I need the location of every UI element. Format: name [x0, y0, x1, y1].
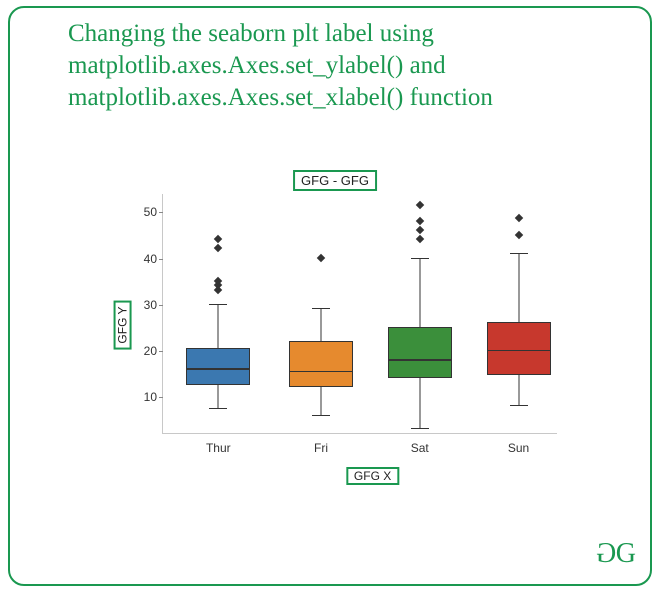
whisker-cap	[411, 428, 429, 429]
xtick-label: Sat	[411, 441, 429, 455]
ytick-mark	[159, 351, 163, 352]
box-body	[487, 322, 551, 375]
content-card: Changing the seaborn plt label using mat…	[8, 6, 652, 586]
ytick-mark	[159, 397, 163, 398]
outlier-point	[416, 200, 424, 208]
median-line	[289, 371, 353, 373]
ytick-mark	[159, 305, 163, 306]
median-line	[487, 350, 551, 352]
logo-g-flipped: G	[602, 538, 616, 570]
plot-area: 1020304050ThurFriSatSun	[162, 194, 557, 434]
box-group	[289, 193, 353, 433]
outlier-point	[317, 253, 325, 261]
ytick-label: 10	[133, 390, 157, 404]
ytick-mark	[159, 259, 163, 260]
outlier-point	[214, 235, 222, 243]
whisker-cap	[209, 304, 227, 305]
ytick-label: 30	[133, 298, 157, 312]
boxplot-chart: GFG - GFG GFG Y GFG X 1020304050ThurFriS…	[100, 170, 570, 480]
gfg-logo: GG	[602, 538, 630, 570]
page-title: Changing the seaborn plt label using mat…	[68, 18, 628, 114]
ytick-mark	[159, 212, 163, 213]
outlier-point	[416, 216, 424, 224]
ytick-label: 40	[133, 252, 157, 266]
box-group	[388, 193, 452, 433]
box-body	[289, 341, 353, 387]
box-group	[487, 193, 551, 433]
chart-xlabel: GFG X	[346, 467, 399, 485]
logo-g: G	[616, 538, 630, 569]
outlier-point	[214, 244, 222, 252]
outlier-point	[416, 226, 424, 234]
outlier-point	[514, 214, 522, 222]
xtick-label: Thur	[206, 441, 231, 455]
whisker-cap	[312, 308, 330, 309]
chart-title: GFG - GFG	[293, 170, 377, 191]
median-line	[186, 368, 250, 370]
box-group	[186, 193, 250, 433]
outlier-point	[514, 230, 522, 238]
outlier-point	[416, 235, 424, 243]
ytick-label: 20	[133, 344, 157, 358]
box-body	[186, 348, 250, 385]
whisker-cap	[510, 253, 528, 254]
box-body	[388, 327, 452, 378]
whisker-cap	[411, 258, 429, 259]
whisker-cap	[209, 408, 227, 409]
chart-ylabel: GFG Y	[114, 300, 132, 349]
whisker-cap	[510, 405, 528, 406]
xtick-label: Sun	[508, 441, 529, 455]
whisker-cap	[312, 415, 330, 416]
median-line	[388, 359, 452, 361]
xtick-label: Fri	[314, 441, 328, 455]
ytick-label: 50	[133, 205, 157, 219]
